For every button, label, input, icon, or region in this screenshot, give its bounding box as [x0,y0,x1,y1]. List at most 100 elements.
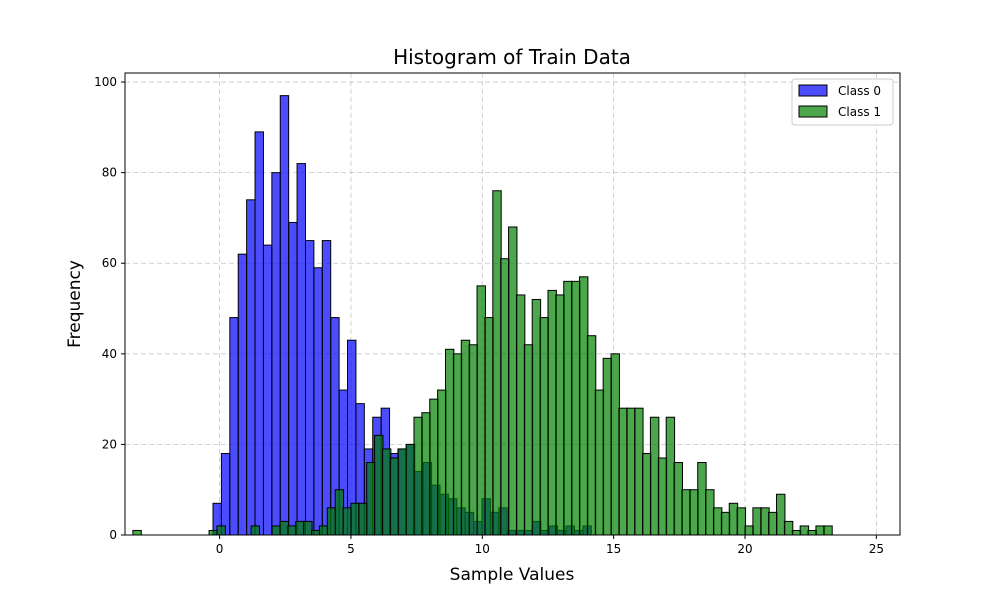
histogram-bar-class-1 [697,462,707,536]
histogram-bar-class-1 [720,511,731,536]
histogram-bar-class-1 [287,525,297,536]
histogram-bar-class-1 [736,507,747,536]
y-tick-label: 100 [94,75,117,89]
plot-frame [124,72,901,536]
histogram-bar-class-1 [397,448,408,536]
x-tick-label: 0 [216,542,224,556]
histogram-bar-class-1 [500,258,510,536]
histogram-bar-class-1 [452,353,463,536]
legend-label-class-1: Class 1 [838,105,881,119]
y-tick-label: 0 [109,528,117,542]
histogram-bar-class-1 [768,511,778,536]
histogram-bar-class-0 [279,95,290,536]
histogram-bar-class-1 [271,525,282,536]
histogram-bar-class-1 [744,525,754,536]
histogram-bar-class-1 [681,489,691,536]
histogram-bar-class-1 [602,357,613,536]
histogram-bar-class-0 [229,317,239,536]
histogram-bar-class-1 [508,226,518,536]
histogram-bar-class-1 [578,276,589,536]
x-axis-label: Sample Values [450,565,575,585]
histogram-bar-class-1 [381,448,392,536]
histogram-bar-class-1 [555,294,565,536]
y-tick-label: 40 [102,347,117,361]
histogram-bar-class-1 [531,298,542,536]
histogram-bar-class-0 [246,199,256,536]
histogram-bar-class-1 [728,502,739,536]
histogram-bar-class-1 [791,529,802,536]
histogram-bar-class-1 [476,285,486,536]
legend-swatch-class-0 [798,84,828,97]
histogram-bar-class-1 [460,339,471,536]
histogram-bar-class-1 [807,529,817,536]
histogram-bar-class-1 [208,529,218,536]
histogram-bar-class-0 [262,244,273,536]
histogram-bar-class-1 [334,489,345,536]
histogram-bar-class-1 [389,457,400,536]
histogram-bar-class-1 [547,289,557,536]
x-tick-label: 10 [475,542,490,556]
histogram-bar-class-1 [712,507,723,536]
histogram-bar-class-1 [689,489,699,536]
histogram-bar-class-1 [468,344,479,536]
histogram-bar-class-1 [484,317,494,536]
histogram-bars [132,95,833,536]
histogram-bar-class-1 [634,407,644,536]
histogram-bar-class-1 [539,317,549,536]
histogram-bar-class-1 [374,434,384,536]
histogram-bar-class-1 [586,335,597,536]
histogram-bar-class-1 [610,353,620,536]
histogram-bar-class-1 [216,525,226,536]
y-tick-label: 20 [102,437,117,451]
histogram-bar-class-1 [326,507,337,536]
x-tick-label: 25 [869,542,884,556]
histogram-bar-class-1 [523,344,534,536]
histogram-bar-class-0 [321,240,332,536]
histogram-bar-class-0 [220,452,231,536]
x-tick-label: 20 [737,542,752,556]
histogram-bar-class-1 [657,457,668,536]
histogram-bar-class-1 [437,389,447,536]
histogram-bar-class-1 [823,525,833,536]
legend: Class 0 Class 1 [791,78,894,126]
histogram-bar-class-1 [342,507,352,536]
histogram-bar-class-1 [642,452,652,536]
legend-label-class-0: Class 0 [838,84,881,98]
histogram-bar-class-1 [649,416,660,536]
y-tick-label: 80 [102,166,117,180]
histogram-bar-class-1 [665,416,676,536]
histogram-bar-class-1 [429,398,439,536]
histogram-bar-class-1 [515,294,526,536]
histogram-bar-class-1 [279,520,289,536]
histogram-bar-class-1 [799,525,810,536]
histogram-bar-class-1 [295,520,305,536]
histogram-bar-class-1 [673,462,683,536]
histogram-bar-class-1 [618,407,628,536]
histogram-bar-class-1 [776,493,786,536]
histogram-bar-class-1 [571,280,581,536]
histogram-bar-class-1 [311,529,321,536]
histogram-bar-class-1 [303,520,313,536]
axis-ticks: 0 5 10 15 20 25 0 20 40 60 80 100 [94,75,884,556]
histogram-bar-class-1 [421,412,431,536]
histogram-bar-class-1 [752,507,762,536]
histogram-bar-class-0 [304,240,315,536]
legend-swatch-class-1 [798,105,828,118]
histogram-bar-class-1 [413,416,423,536]
histogram-bar-class-0 [296,163,306,536]
histogram-bar-class-1 [318,525,329,536]
histogram-bar-class-0 [313,267,323,536]
histogram-bar-class-1 [815,525,825,536]
histogram-bar-class-1 [132,529,142,536]
histogram-bar-class-1 [405,443,416,536]
histogram-bar-class-1 [626,407,636,536]
x-tick-label: 5 [347,542,355,556]
histogram-bar-class-0 [254,131,264,536]
x-tick-label: 15 [606,542,621,556]
histogram-bar-class-1 [594,389,605,536]
histogram-bar-class-1 [760,507,770,536]
histogram-bar-class-0 [237,253,248,536]
histogram-bar-class-1 [250,525,261,536]
histogram-bar-class-1 [366,462,376,536]
